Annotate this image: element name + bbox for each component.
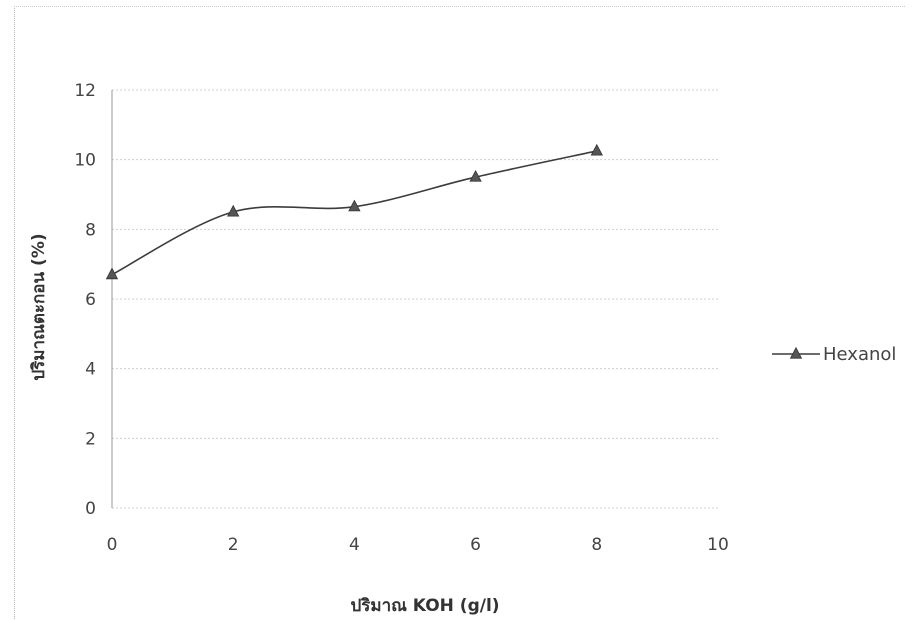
y-tick-label: 2 <box>85 429 96 449</box>
data-point <box>469 169 482 182</box>
y-tick-label: 10 <box>74 151 96 171</box>
data-point <box>227 204 240 217</box>
x-tick-labels: 0 2 4 6 8 10 <box>107 535 729 555</box>
x-tick-label: 4 <box>349 535 360 555</box>
y-tick-label: 4 <box>85 360 96 380</box>
y-tick-label: 8 <box>85 220 96 240</box>
data-point <box>348 199 361 212</box>
y-tick-labels: 0 2 4 6 8 10 12 <box>74 81 96 519</box>
legend-label: Hexanol <box>823 344 896 365</box>
y-tick-label: 0 <box>85 499 96 519</box>
y-tick-label: 12 <box>74 81 96 101</box>
series <box>105 143 603 280</box>
chart-frame <box>14 6 905 619</box>
grid <box>112 89 718 509</box>
x-tick-label: 0 <box>107 535 118 555</box>
data-point <box>590 143 603 156</box>
y-axis-title: ปริมาณตะกอน (%) <box>29 233 49 380</box>
x-tick-label: 6 <box>470 535 481 555</box>
x-tick-label: 2 <box>228 535 239 555</box>
y-tick-label: 6 <box>85 290 96 310</box>
legend: Hexanol <box>772 344 896 365</box>
series-line <box>111 150 597 276</box>
x-tick-label: 8 <box>591 535 602 555</box>
x-axis-title: ปริมาณ KOH (g/l) <box>350 596 499 616</box>
data-point <box>105 267 119 280</box>
legend-marker <box>789 346 803 359</box>
x-tick-label: 10 <box>707 535 729 555</box>
